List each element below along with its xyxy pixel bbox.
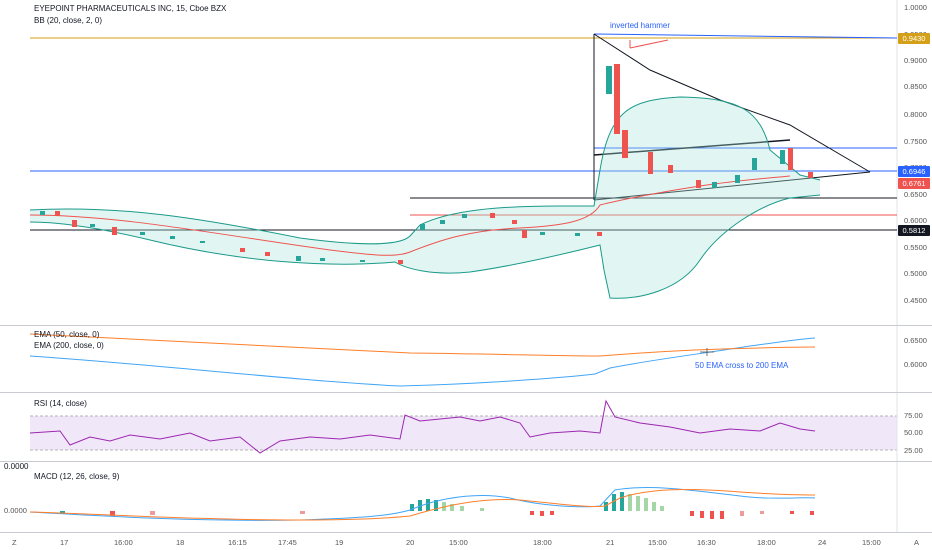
macd-label[interactable]: MACD (12, 26, close, 9) (34, 472, 120, 481)
price-panel[interactable]: EYEPOINT PHARMACEUTICALS INC, 15, Cboe B… (0, 0, 932, 325)
ema200-label[interactable]: EMA (200, close, 0) (34, 341, 104, 350)
ema-chart[interactable] (0, 326, 932, 392)
ema-cross-annotation[interactable]: 50 EMA cross to 200 EMA (695, 361, 789, 370)
macd-top-value: 0.0000 (4, 462, 29, 471)
price-tag-blue: 0.6946 (898, 166, 930, 177)
macd-signal-line (29, 489, 816, 521)
macd-panel[interactable]: 0.0000 MACD (12, 26, close, 9) 0.0000 (0, 462, 932, 532)
rsi-chart[interactable] (0, 393, 932, 461)
inverted-hammer-annotation[interactable]: inverted hammer (610, 21, 671, 30)
macd-line (29, 487, 816, 521)
symbol-title[interactable]: EYEPOINT PHARMACEUTICALS INC, 15, Cboe B… (34, 4, 227, 13)
macd-chart[interactable] (0, 462, 932, 532)
rsi-line (29, 399, 816, 454)
rsi-panel[interactable]: RSI (14, close) 75.00 50.00 25.00 (0, 393, 932, 461)
ema50-label[interactable]: EMA (50, close, 0) (34, 330, 100, 339)
ema-panel[interactable]: EMA (50, close, 0) EMA (200, close, 0) 5… (0, 326, 932, 392)
macd-histogram (60, 492, 814, 519)
price-tag-black: 0.5812 (898, 225, 930, 236)
price-chart[interactable] (0, 0, 932, 325)
price-tag-red: 0.6761 (898, 178, 930, 189)
bb-indicator-label[interactable]: BB (20, close, 2, 0) (34, 16, 103, 25)
rsi-label[interactable]: RSI (14, close) (34, 399, 87, 408)
ema-200-line (29, 333, 816, 357)
price-tag-gold: 0.9430 (898, 33, 930, 44)
ema-50-line (29, 337, 816, 387)
candles (40, 64, 813, 264)
